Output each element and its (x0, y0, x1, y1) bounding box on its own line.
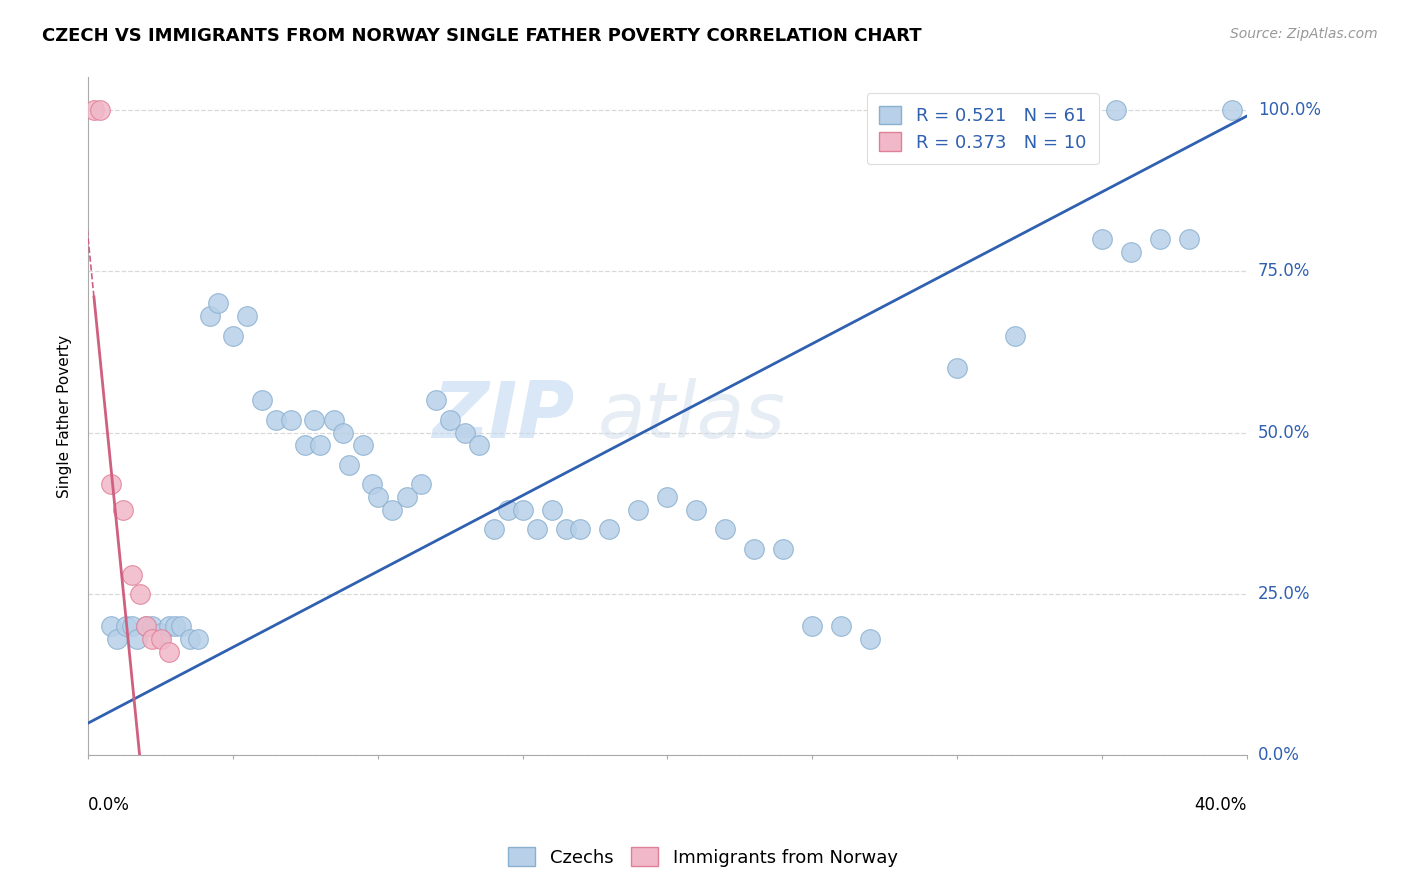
Point (236, 310, 259, 324)
Point (121, 567, 143, 582)
Point (222, 328, 245, 343)
Point (367, 490, 389, 504)
Point (569, 522, 592, 536)
Point (512, 503, 534, 517)
Point (411, 477, 433, 491)
Text: 0.0%: 0.0% (1258, 747, 1299, 764)
Text: 100.0%: 100.0% (1258, 101, 1320, 119)
Point (179, 632, 201, 647)
Point (685, 503, 707, 517)
Point (482, 522, 505, 536)
Point (598, 522, 620, 536)
Point (100, 477, 122, 491)
Point (657, 490, 679, 504)
Point (540, 503, 562, 517)
Point (149, 632, 172, 647)
Point (157, 619, 180, 633)
Point (149, 625, 172, 640)
Point (187, 632, 209, 647)
Point (425, 393, 447, 408)
Point (772, 541, 794, 556)
Point (135, 619, 157, 633)
Point (555, 522, 578, 536)
Point (323, 412, 346, 426)
Point (332, 425, 354, 440)
Point (1091, 232, 1114, 246)
Point (627, 503, 650, 517)
Point (742, 541, 765, 556)
Point (129, 587, 152, 601)
Point (294, 438, 316, 452)
Point (141, 619, 163, 633)
Point (114, 619, 136, 633)
Point (135, 619, 157, 633)
Point (361, 477, 384, 491)
Point (250, 393, 273, 408)
Point (170, 619, 193, 633)
Point (526, 522, 548, 536)
Point (280, 412, 302, 426)
Point (302, 412, 325, 426)
Point (468, 438, 491, 452)
Point (163, 619, 186, 633)
Point (266, 412, 288, 426)
Point (83, 103, 105, 117)
Text: 40.0%: 40.0% (1194, 796, 1247, 814)
Legend: R = 0.521   N = 61, R = 0.373   N = 10: R = 0.521 N = 61, R = 0.373 N = 10 (866, 94, 1098, 164)
Text: Source: ZipAtlas.com: Source: ZipAtlas.com (1230, 27, 1378, 41)
Point (714, 522, 737, 536)
Point (1004, 328, 1026, 343)
Point (859, 632, 882, 647)
Point (381, 503, 404, 517)
Point (308, 438, 330, 452)
Point (111, 503, 134, 517)
Point (1177, 232, 1199, 246)
Point (198, 310, 221, 324)
Point (453, 425, 475, 440)
Text: ZIP: ZIP (433, 378, 575, 454)
Text: 25.0%: 25.0% (1258, 585, 1310, 603)
Point (1105, 103, 1128, 117)
Point (1119, 244, 1142, 259)
Point (121, 619, 143, 633)
Point (830, 619, 852, 633)
Point (100, 619, 122, 633)
Point (127, 632, 149, 647)
Text: 0.0%: 0.0% (89, 796, 129, 814)
Point (337, 458, 360, 472)
Point (1149, 232, 1171, 246)
Point (141, 632, 163, 647)
Text: CZECH VS IMMIGRANTS FROM NORWAY SINGLE FATHER POVERTY CORRELATION CHART: CZECH VS IMMIGRANTS FROM NORWAY SINGLE F… (42, 27, 922, 45)
Point (395, 490, 418, 504)
Point (1220, 103, 1243, 117)
Point (207, 296, 229, 310)
Point (352, 438, 374, 452)
Text: atlas: atlas (598, 378, 786, 454)
Text: 50.0%: 50.0% (1258, 424, 1310, 442)
Point (157, 645, 180, 659)
Legend: Czechs, Immigrants from Norway: Czechs, Immigrants from Norway (501, 840, 905, 874)
Text: 75.0%: 75.0% (1258, 262, 1310, 280)
Y-axis label: Single Father Poverty: Single Father Poverty (58, 334, 72, 498)
Point (801, 619, 824, 633)
Point (105, 632, 128, 647)
Point (946, 361, 969, 376)
Point (496, 503, 519, 517)
Point (439, 412, 461, 426)
Point (89, 103, 111, 117)
